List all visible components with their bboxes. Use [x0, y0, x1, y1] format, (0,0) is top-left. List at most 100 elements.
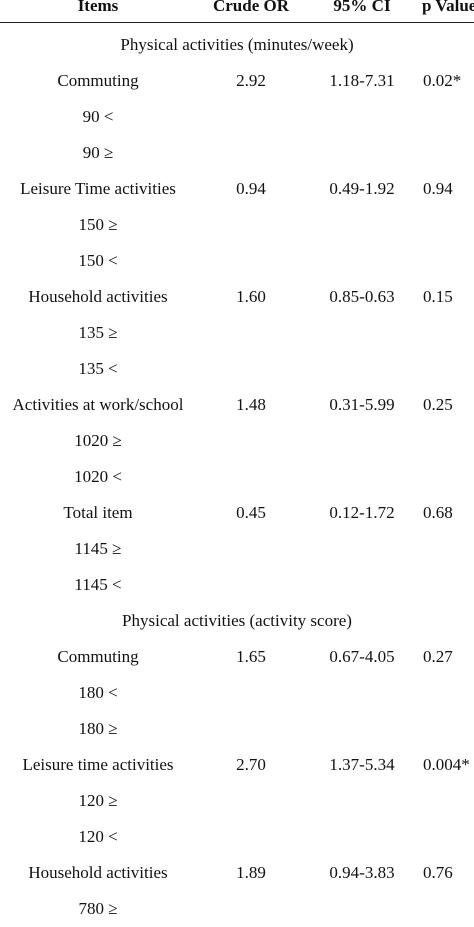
cell-item: Leisure Time activities [20, 179, 176, 198]
cell-ci [306, 243, 418, 279]
cell-p-value [418, 675, 474, 711]
cell-ci [306, 675, 418, 711]
cell-p-value [418, 711, 474, 747]
cell-ci: 0.67-4.05 [329, 647, 395, 666]
table-row: 1145 < [0, 567, 474, 603]
cell-item: 1145 ≥ [74, 539, 122, 558]
cell-ci: 0.94-3.83 [329, 863, 395, 882]
cell-item: 120 < [78, 827, 118, 846]
table-row: Commuting 2.92 1.18-7.31 0.02* [0, 63, 474, 99]
table-row: Leisure Time activities 0.94 0.49-1.92 0.94 [0, 171, 474, 207]
cell-ci [306, 459, 418, 495]
cell-item: Activities at work/school [12, 395, 184, 414]
cell-p-value [418, 135, 474, 171]
table-row: 1020 ≥ [0, 423, 474, 459]
cell-item: Commuting [57, 647, 139, 666]
table-row: 150 < [0, 243, 474, 279]
cell-p-value: 0.94 [423, 179, 453, 198]
header-p-value: p Value [422, 0, 474, 15]
header-rule [0, 22, 474, 23]
cell-crude-or [196, 567, 306, 603]
cell-ci [306, 531, 418, 567]
cell-item: 1020 ≥ [74, 431, 122, 450]
cell-crude-or [196, 711, 306, 747]
table-row: Household activities 1.60 0.85-0.63 0.15 [0, 279, 474, 315]
cell-crude-or [196, 675, 306, 711]
cell-p-value [418, 459, 474, 495]
cell-p-value: 0.76 [423, 863, 453, 882]
cell-crude-or [196, 531, 306, 567]
cell-p-value [418, 243, 474, 279]
table-row: 150 ≥ [0, 207, 474, 243]
cell-p-value: 0.68 [423, 503, 453, 522]
cell-ci [306, 819, 418, 855]
cell-item: 780 ≥ [78, 899, 118, 918]
cell-p-value [418, 567, 474, 603]
cell-item: 90 ≥ [82, 143, 114, 162]
header-items: Items [77, 0, 119, 15]
cell-ci [306, 135, 418, 171]
cell-p-value [418, 819, 474, 855]
table-row: 180 < [0, 675, 474, 711]
cell-crude-or: 0.94 [236, 179, 266, 198]
cell-crude-or [196, 243, 306, 279]
cell-item: Leisure time activities [22, 755, 174, 774]
cell-p-value: 0.25 [423, 395, 453, 414]
cell-ci [306, 567, 418, 603]
cell-crude-or [196, 783, 306, 819]
cell-crude-or [196, 207, 306, 243]
table-row: Leisure time activities 2.70 1.37-5.34 0.00… [0, 747, 474, 783]
cell-p-value: 0.02* [423, 71, 462, 90]
cell-crude-or: 1.48 [236, 395, 266, 414]
cell-p-value [418, 531, 474, 567]
cell-crude-or: 2.92 [236, 71, 266, 90]
table-row: 120 ≥ [0, 783, 474, 819]
cell-crude-or [196, 459, 306, 495]
cell-p-value [418, 351, 474, 387]
cell-item: Household activities [28, 287, 168, 306]
cell-crude-or [196, 423, 306, 459]
cell-ci [306, 351, 418, 387]
cell-ci: 0.49-1.92 [329, 179, 395, 198]
cell-ci [306, 891, 418, 927]
cell-ci: 0.31-5.99 [329, 395, 395, 414]
table-row: 90 < [0, 99, 474, 135]
cell-p-value [418, 207, 474, 243]
cell-crude-or [196, 135, 306, 171]
table-row: 1020 < [0, 459, 474, 495]
cell-p-value [418, 891, 474, 927]
cell-ci: 1.18-7.31 [329, 71, 395, 90]
cell-crude-or: 2.70 [236, 755, 266, 774]
cell-crude-or: 0.45 [236, 503, 266, 522]
cell-item: 135 ≥ [78, 323, 118, 342]
cell-crude-or [196, 351, 306, 387]
table-row: 120 < [0, 819, 474, 855]
table-header: Items Crude OR 95% CI p Value [0, 0, 474, 19]
cell-item: 1145 < [74, 575, 122, 594]
cell-p-value [418, 783, 474, 819]
section-title: Physical activities (activity score) [122, 611, 352, 630]
cell-item: 1020 < [74, 467, 122, 486]
cell-item: 120 ≥ [78, 791, 118, 810]
header-crude-or: Crude OR [212, 0, 290, 15]
cell-p-value [418, 315, 474, 351]
cell-item: 180 < [78, 683, 118, 702]
cell-ci: 0.12-1.72 [329, 503, 395, 522]
cell-item: Commuting [57, 71, 139, 90]
cell-item: Household activities [28, 863, 168, 882]
table-row: Activities at work/school 1.48 0.31-5.99 0.… [0, 387, 474, 423]
cell-crude-or [196, 315, 306, 351]
cell-crude-or [196, 99, 306, 135]
cell-p-value: 0.15 [423, 287, 453, 306]
section-title: Physical activities (minutes/week) [120, 35, 354, 54]
table-row: Total item 0.45 0.12-1.72 0.68 [0, 495, 474, 531]
cell-crude-or [196, 891, 306, 927]
cell-p-value: 0.27 [423, 647, 453, 666]
table-row: 180 ≥ [0, 711, 474, 747]
cell-ci [306, 207, 418, 243]
cell-ci: 0.85-0.63 [329, 287, 395, 306]
table-row: 135 ≥ [0, 315, 474, 351]
cell-item: 135 < [78, 359, 118, 378]
table-row: 780 ≥ [0, 891, 474, 927]
table-row: Household activities 1.89 0.94-3.83 0.76 [0, 855, 474, 891]
